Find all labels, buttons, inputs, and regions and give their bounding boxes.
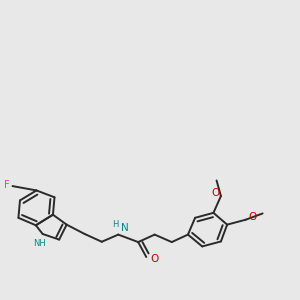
- Text: O: O: [150, 254, 158, 265]
- Text: O: O: [211, 188, 219, 198]
- Text: H: H: [112, 220, 118, 229]
- Text: O: O: [248, 212, 256, 222]
- Text: NH: NH: [33, 239, 46, 248]
- Text: N: N: [121, 224, 129, 233]
- Text: F: F: [4, 179, 10, 190]
